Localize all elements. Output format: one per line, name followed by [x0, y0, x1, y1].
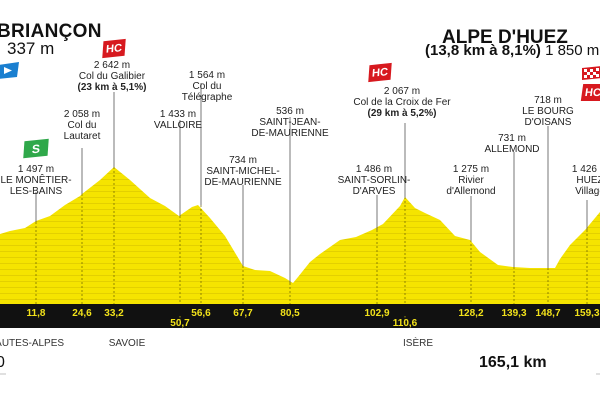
label-allemond: 731 m ALLEMOND — [484, 133, 540, 155]
km-marker: 110,6 — [392, 318, 418, 329]
label-stmichel: 734 m SAINT-MICHEL- DE-MAURIENNE — [204, 155, 282, 188]
km-marker: 128,2 — [458, 308, 484, 319]
km-marker: 50,7 — [170, 318, 190, 329]
label-bourg: 718 m LE BOURG D'OISANS — [522, 95, 574, 128]
start-city: BRIANÇON — [0, 21, 102, 42]
start-altitude: 337 m — [7, 39, 55, 58]
label-galibier: 2 642 m Col du Galibier (23 km à 5,1%) — [77, 60, 147, 93]
start-distance: 0 — [0, 354, 5, 371]
km-marker: 24,6 — [72, 308, 92, 319]
label-stjean: 536 m SAINT-JEAN- DE-MAURIENNE — [251, 106, 329, 139]
department-savoie: SAVOIE — [108, 338, 146, 349]
label-croixdefer: 2 067 m Col de la Croix de Fer (29 km à … — [353, 86, 451, 119]
label-lautaret: 2 058 m Col du Lautaret — [63, 109, 101, 142]
km-marker: 159,3 — [574, 308, 600, 319]
km-marker: 56,6 — [191, 308, 211, 319]
km-marker: 102,9 — [364, 308, 390, 319]
label-monetier: 1 497 m LE MONÊTIER- LES-BAINS — [0, 164, 72, 197]
finish-altitude: 1 850 m — [545, 42, 600, 59]
start-flag-icon — [0, 62, 19, 79]
km-marker: 67,7 — [233, 308, 253, 319]
finish-checkered-flag-icon — [582, 66, 600, 80]
km-marker: 148,7 — [535, 308, 561, 319]
profile-area — [0, 167, 600, 304]
km-marker: 139,3 — [501, 308, 527, 319]
km-marker: 11,8 — [26, 308, 46, 319]
total-distance: 165,1 km — [479, 354, 547, 371]
croixdefer-hc-badge-icon: HC — [368, 62, 392, 83]
galibier-hc-badge-icon: HC — [102, 38, 126, 59]
sprint-badge-icon: S — [23, 138, 49, 159]
finish-climb-info: (13,8 km à 8,1%) 1 850 m — [425, 42, 599, 59]
department-isere: ISÈRE — [402, 338, 434, 349]
km-marker: 33,2 — [104, 308, 124, 319]
finish-city: ALPE D'HUEZ — [442, 27, 568, 48]
km-marker: 80,5 — [280, 308, 300, 319]
label-huez: 1 426 m HUEZ Village — [571, 164, 600, 197]
label-telegraphe: 1 564 m Col du Télégraphe — [181, 70, 233, 103]
km-bar — [0, 304, 600, 328]
department-hautes-alpes: HAUTES-ALPES — [0, 338, 65, 349]
finish-climb: (13,8 km à 8,1%) — [425, 42, 541, 59]
label-rivier: 1 275 m Rivier d'Allemond — [446, 164, 496, 197]
label-stsorlin: 1 486 m SAINT-SORLIN- D'ARVES — [337, 164, 411, 197]
finish-hc-badge-icon: HC — [580, 84, 600, 101]
label-valloire: 1 433 m VALLOIRE — [153, 109, 203, 131]
